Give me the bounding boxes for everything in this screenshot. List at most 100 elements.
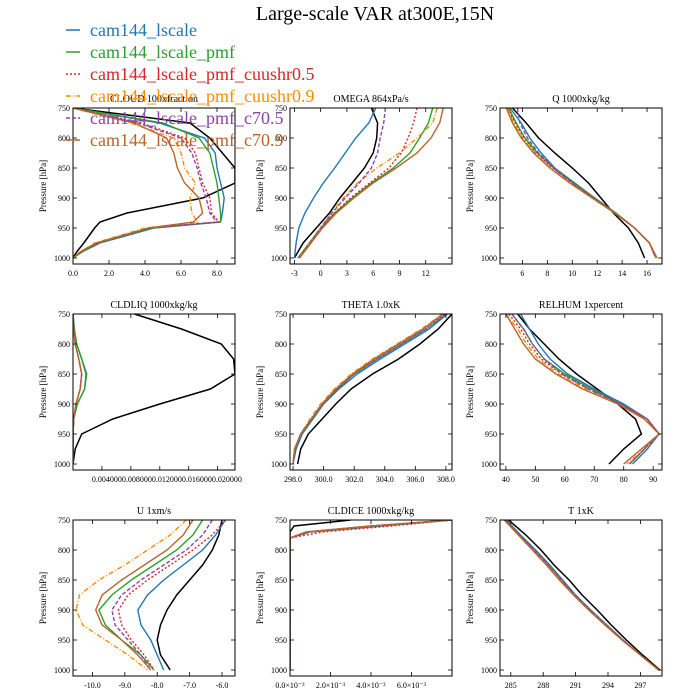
series-line-reference bbox=[73, 314, 235, 465]
series-line-cam144_lscale_pmf_c70.5 bbox=[516, 108, 657, 259]
y-tick-label: 900 bbox=[485, 194, 497, 203]
y-axis-label: Pressure [hPa] bbox=[465, 572, 475, 624]
y-tick-label: 850 bbox=[275, 576, 287, 585]
x-tick-label: -3 bbox=[291, 269, 298, 278]
panel-5: THETA 1.0xK Pressure [hPa] 750 800 850 900 950… bbox=[255, 300, 455, 484]
y-tick-label: 800 bbox=[58, 134, 70, 143]
y-axis-label: Pressure [hPa] bbox=[255, 366, 265, 418]
y-axis-label: Pressure [hPa] bbox=[255, 160, 265, 212]
panel-title: CLDICE 1000xkg/kg bbox=[328, 506, 414, 517]
y-tick-label: 950 bbox=[485, 430, 497, 439]
x-tick-label: -7.0 bbox=[183, 681, 196, 690]
series-line-cam144_lscale bbox=[519, 314, 660, 465]
series-line-cam144_lscale_pmf_c70.9 bbox=[292, 314, 444, 465]
y-axis-label: Pressure [hPa] bbox=[255, 572, 265, 624]
plot-frame bbox=[499, 519, 663, 677]
y-tick-label: 950 bbox=[275, 430, 287, 439]
x-tick-label: 60 bbox=[561, 475, 569, 484]
series-line-cam144_lscale_pmf_cuushr0.5 bbox=[117, 520, 226, 671]
y-tick-label: 900 bbox=[58, 400, 70, 409]
x-tick-label: 40 bbox=[502, 475, 510, 484]
x-tick-label: 8 bbox=[545, 269, 549, 278]
series-line-cam144_lscale bbox=[137, 520, 226, 671]
series-line-reference bbox=[508, 520, 661, 671]
plot-frame bbox=[72, 313, 236, 471]
x-tick-label: 6 bbox=[371, 269, 375, 278]
x-tick-label: 16 bbox=[643, 269, 651, 278]
y-tick-label: 1000 bbox=[481, 254, 497, 263]
series-line-cam144_lscale bbox=[293, 108, 377, 259]
y-tick-label: 1000 bbox=[54, 254, 70, 263]
legend-label: cam144_lscale_pmf_c70.5 bbox=[90, 108, 283, 128]
panel-title: T 1xK bbox=[568, 506, 594, 517]
legend-label: cam144_lscale_pmf_c70.9 bbox=[90, 130, 283, 150]
series-line-cam144_lscale_pmf bbox=[98, 520, 204, 671]
series-group bbox=[293, 108, 444, 259]
x-tick-label: 10 bbox=[568, 269, 576, 278]
y-tick-label: 900 bbox=[485, 400, 497, 409]
x-tick-label: 302.0 bbox=[345, 475, 363, 484]
series-group bbox=[75, 520, 226, 671]
legend-item: cam144_lscale bbox=[66, 20, 197, 40]
y-tick-label: 900 bbox=[58, 194, 70, 203]
x-tick-label: 285 bbox=[505, 681, 517, 690]
series-line-reference bbox=[73, 108, 235, 259]
legend-item: cam144_lscale_pmf_c70.5 bbox=[66, 108, 283, 128]
y-tick-label: 850 bbox=[275, 370, 287, 379]
y-tick-label: 750 bbox=[58, 310, 70, 319]
series-line-cam144_lscale_pmf_c70.9 bbox=[290, 520, 452, 670]
series-line-cam144_lscale_pmf_cuushr0.9 bbox=[298, 108, 438, 259]
y-tick-label: 800 bbox=[58, 340, 70, 349]
x-tick-label: 288 bbox=[537, 681, 549, 690]
panel-6: RELHUM 1xpercent Pressure [hPa] 750 800 850 9… bbox=[465, 300, 663, 484]
y-tick-label: 750 bbox=[485, 516, 497, 525]
series-line-cam144_lscale_pmf_c70.9 bbox=[503, 520, 660, 671]
series-group bbox=[505, 314, 661, 465]
x-tick-label: -9.0 bbox=[119, 681, 132, 690]
plot-frame bbox=[72, 107, 236, 265]
series-line-cam144_lscale_pmf_cuushr0.9 bbox=[292, 314, 444, 465]
x-tick-label: -6.0 bbox=[216, 681, 229, 690]
x-tick-label: 8.0 bbox=[212, 269, 222, 278]
series-group bbox=[503, 520, 661, 671]
x-tick-label: -10.0 bbox=[84, 681, 101, 690]
panel-title: CLOUD 100xfraction bbox=[110, 94, 198, 105]
y-tick-label: 900 bbox=[58, 606, 70, 615]
x-tick-label: 12 bbox=[593, 269, 601, 278]
x-tick-label: 304.0 bbox=[376, 475, 394, 484]
x-tick-label: 308.0 bbox=[437, 475, 455, 484]
series-line-cam144_lscale_pmf_cuushr0.9 bbox=[75, 520, 187, 671]
panel-2: OMEGA 864xPa/s Pressure [hPa] 750 800 850 900… bbox=[255, 94, 453, 278]
x-tick-label: 298.0 bbox=[284, 475, 302, 484]
y-tick-label: 900 bbox=[275, 606, 287, 615]
y-tick-label: 800 bbox=[275, 134, 287, 143]
y-tick-label: 850 bbox=[485, 370, 497, 379]
series-line-cam144_lscale_pmf_c70.9 bbox=[299, 108, 444, 259]
panel-7: U 1xm/s Pressure [hPa] 750 800 850 900 950 1000… bbox=[38, 506, 236, 690]
legend-item: cam144_lscale_pmf_c70.9 bbox=[66, 130, 283, 150]
series-line-cam144_lscale_pmf_c70.9 bbox=[505, 108, 658, 259]
y-tick-label: 950 bbox=[58, 430, 70, 439]
figure-title: Large-scale VAR at300E,15N bbox=[256, 3, 494, 25]
x-tick-label: 70 bbox=[590, 475, 598, 484]
y-tick-label: 800 bbox=[275, 340, 287, 349]
x-tick-label: 2.0 bbox=[104, 269, 114, 278]
y-tick-label: 900 bbox=[275, 194, 287, 203]
y-tick-label: 950 bbox=[58, 636, 70, 645]
y-tick-label: 1000 bbox=[271, 254, 287, 263]
y-axis-label: Pressure [hPa] bbox=[38, 366, 48, 418]
y-tick-label: 750 bbox=[485, 310, 497, 319]
y-tick-label: 950 bbox=[485, 636, 497, 645]
x-tick-label: 50 bbox=[531, 475, 539, 484]
legend-label: cam144_lscale_pmf bbox=[90, 42, 235, 62]
y-axis-label: Pressure [hPa] bbox=[465, 160, 475, 212]
y-axis-label: Pressure [hPa] bbox=[465, 366, 475, 418]
y-tick-label: 950 bbox=[275, 636, 287, 645]
y-tick-label: 950 bbox=[275, 224, 287, 233]
panel-title: CLDLIQ 1000xkg/kg bbox=[111, 300, 198, 311]
y-tick-label: 800 bbox=[485, 546, 497, 555]
y-tick-label: 900 bbox=[275, 400, 287, 409]
panel-title: THETA 1.0xK bbox=[342, 300, 401, 311]
